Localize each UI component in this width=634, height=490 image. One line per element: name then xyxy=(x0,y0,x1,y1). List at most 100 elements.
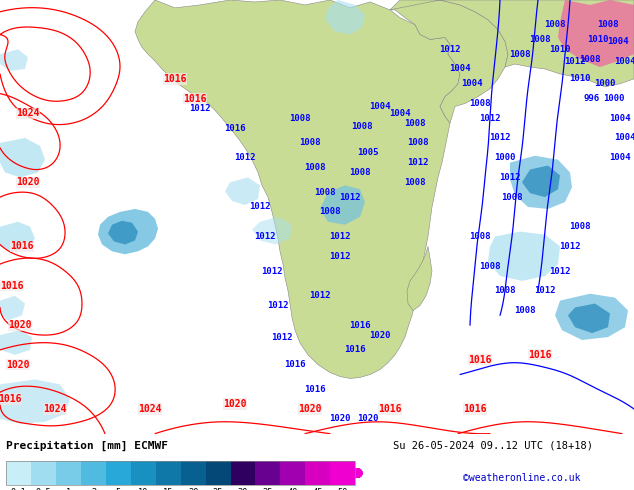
Polygon shape xyxy=(0,295,25,320)
Text: 1016: 1016 xyxy=(183,94,207,103)
Text: 1016: 1016 xyxy=(224,123,246,133)
Text: 1016: 1016 xyxy=(463,404,487,414)
Polygon shape xyxy=(555,294,628,340)
Polygon shape xyxy=(568,303,610,333)
Text: 1008: 1008 xyxy=(529,35,551,44)
Text: 1012: 1012 xyxy=(489,133,511,143)
Bar xyxy=(181,461,205,486)
Polygon shape xyxy=(0,379,70,424)
Text: 1012: 1012 xyxy=(479,114,501,123)
Text: 1012: 1012 xyxy=(271,333,293,342)
Text: 1004: 1004 xyxy=(609,114,631,123)
Bar xyxy=(56,461,81,486)
Polygon shape xyxy=(0,138,45,177)
Text: 1004: 1004 xyxy=(462,79,482,88)
Text: 1004: 1004 xyxy=(369,102,391,111)
Text: 50: 50 xyxy=(337,488,348,490)
Polygon shape xyxy=(325,0,365,34)
Text: 1016: 1016 xyxy=(349,321,371,330)
Polygon shape xyxy=(225,177,260,205)
Text: 1020: 1020 xyxy=(223,399,247,409)
Bar xyxy=(280,461,305,486)
Text: 1012: 1012 xyxy=(268,301,288,310)
Text: 1012: 1012 xyxy=(309,291,331,300)
Text: 1008: 1008 xyxy=(469,232,491,241)
Text: 1008: 1008 xyxy=(509,49,531,59)
Text: 1016: 1016 xyxy=(163,74,187,84)
Text: 1008: 1008 xyxy=(349,168,371,177)
Text: 1008: 1008 xyxy=(404,178,426,187)
Text: 1000: 1000 xyxy=(603,94,624,103)
Text: 1012: 1012 xyxy=(329,252,351,261)
Text: 1008: 1008 xyxy=(544,20,566,29)
Text: 1004: 1004 xyxy=(607,37,629,46)
Text: 1008: 1008 xyxy=(469,99,491,108)
Text: 1000: 1000 xyxy=(495,153,515,162)
Bar xyxy=(305,461,330,486)
Text: 1012: 1012 xyxy=(254,232,276,241)
Text: 1020: 1020 xyxy=(329,415,351,423)
Text: 1008: 1008 xyxy=(304,163,326,172)
Text: 20: 20 xyxy=(188,488,198,490)
Bar xyxy=(6,461,355,486)
Text: 1012: 1012 xyxy=(534,286,556,295)
Polygon shape xyxy=(522,166,560,197)
Bar xyxy=(330,461,355,486)
Text: 1004: 1004 xyxy=(614,133,634,143)
Bar xyxy=(81,461,106,486)
Polygon shape xyxy=(135,0,460,378)
Text: 1008: 1008 xyxy=(407,138,429,147)
Text: 1012: 1012 xyxy=(549,267,571,275)
Text: 1012: 1012 xyxy=(439,45,461,54)
Text: 1008: 1008 xyxy=(479,262,501,270)
Text: 1012: 1012 xyxy=(190,104,210,113)
Text: 2: 2 xyxy=(91,488,96,490)
Text: 1008: 1008 xyxy=(579,54,601,64)
Text: 996: 996 xyxy=(584,94,600,103)
Text: 1020: 1020 xyxy=(8,320,32,330)
Text: 1008: 1008 xyxy=(569,222,591,231)
Text: 1020: 1020 xyxy=(369,331,391,340)
Text: 1016: 1016 xyxy=(378,404,402,414)
Text: 30: 30 xyxy=(238,488,248,490)
Text: 1008: 1008 xyxy=(289,114,311,123)
Text: 1004: 1004 xyxy=(609,153,631,162)
Bar xyxy=(6,461,31,486)
Text: 1020: 1020 xyxy=(16,177,40,187)
Text: 1008: 1008 xyxy=(299,138,321,147)
Text: 1012: 1012 xyxy=(339,193,361,201)
Polygon shape xyxy=(510,156,572,209)
Text: ©weatheronline.co.uk: ©weatheronline.co.uk xyxy=(463,473,580,483)
Text: 1012: 1012 xyxy=(234,153,256,162)
Text: 0.1: 0.1 xyxy=(11,488,27,490)
Polygon shape xyxy=(407,246,432,311)
Text: 1012: 1012 xyxy=(261,267,283,275)
Polygon shape xyxy=(0,330,32,355)
Text: 1008: 1008 xyxy=(501,193,523,201)
Text: 1020: 1020 xyxy=(298,404,321,414)
Text: 1005: 1005 xyxy=(357,148,378,157)
Text: 1016: 1016 xyxy=(10,242,34,251)
Text: 1004: 1004 xyxy=(389,109,411,118)
Text: 1012: 1012 xyxy=(499,173,521,182)
Text: 1000: 1000 xyxy=(594,79,616,88)
Text: 1010: 1010 xyxy=(569,74,591,83)
Polygon shape xyxy=(0,49,28,71)
Text: 1016: 1016 xyxy=(344,345,366,354)
Text: 35: 35 xyxy=(262,488,273,490)
Text: 1016: 1016 xyxy=(528,350,552,360)
Text: Precipitation [mm] ECMWF: Precipitation [mm] ECMWF xyxy=(6,441,169,451)
Bar xyxy=(131,461,156,486)
Text: 1008: 1008 xyxy=(314,188,336,196)
Text: 1024: 1024 xyxy=(43,404,67,414)
Text: 1012: 1012 xyxy=(564,57,586,66)
Text: 1008: 1008 xyxy=(351,122,373,131)
Bar xyxy=(106,461,131,486)
Polygon shape xyxy=(488,232,560,281)
Text: 1004: 1004 xyxy=(614,57,634,66)
Text: 1024: 1024 xyxy=(16,108,40,119)
Text: 1016: 1016 xyxy=(304,385,326,394)
Text: 1016: 1016 xyxy=(0,394,22,404)
Text: 1012: 1012 xyxy=(407,158,429,167)
Text: 0.5: 0.5 xyxy=(36,488,51,490)
